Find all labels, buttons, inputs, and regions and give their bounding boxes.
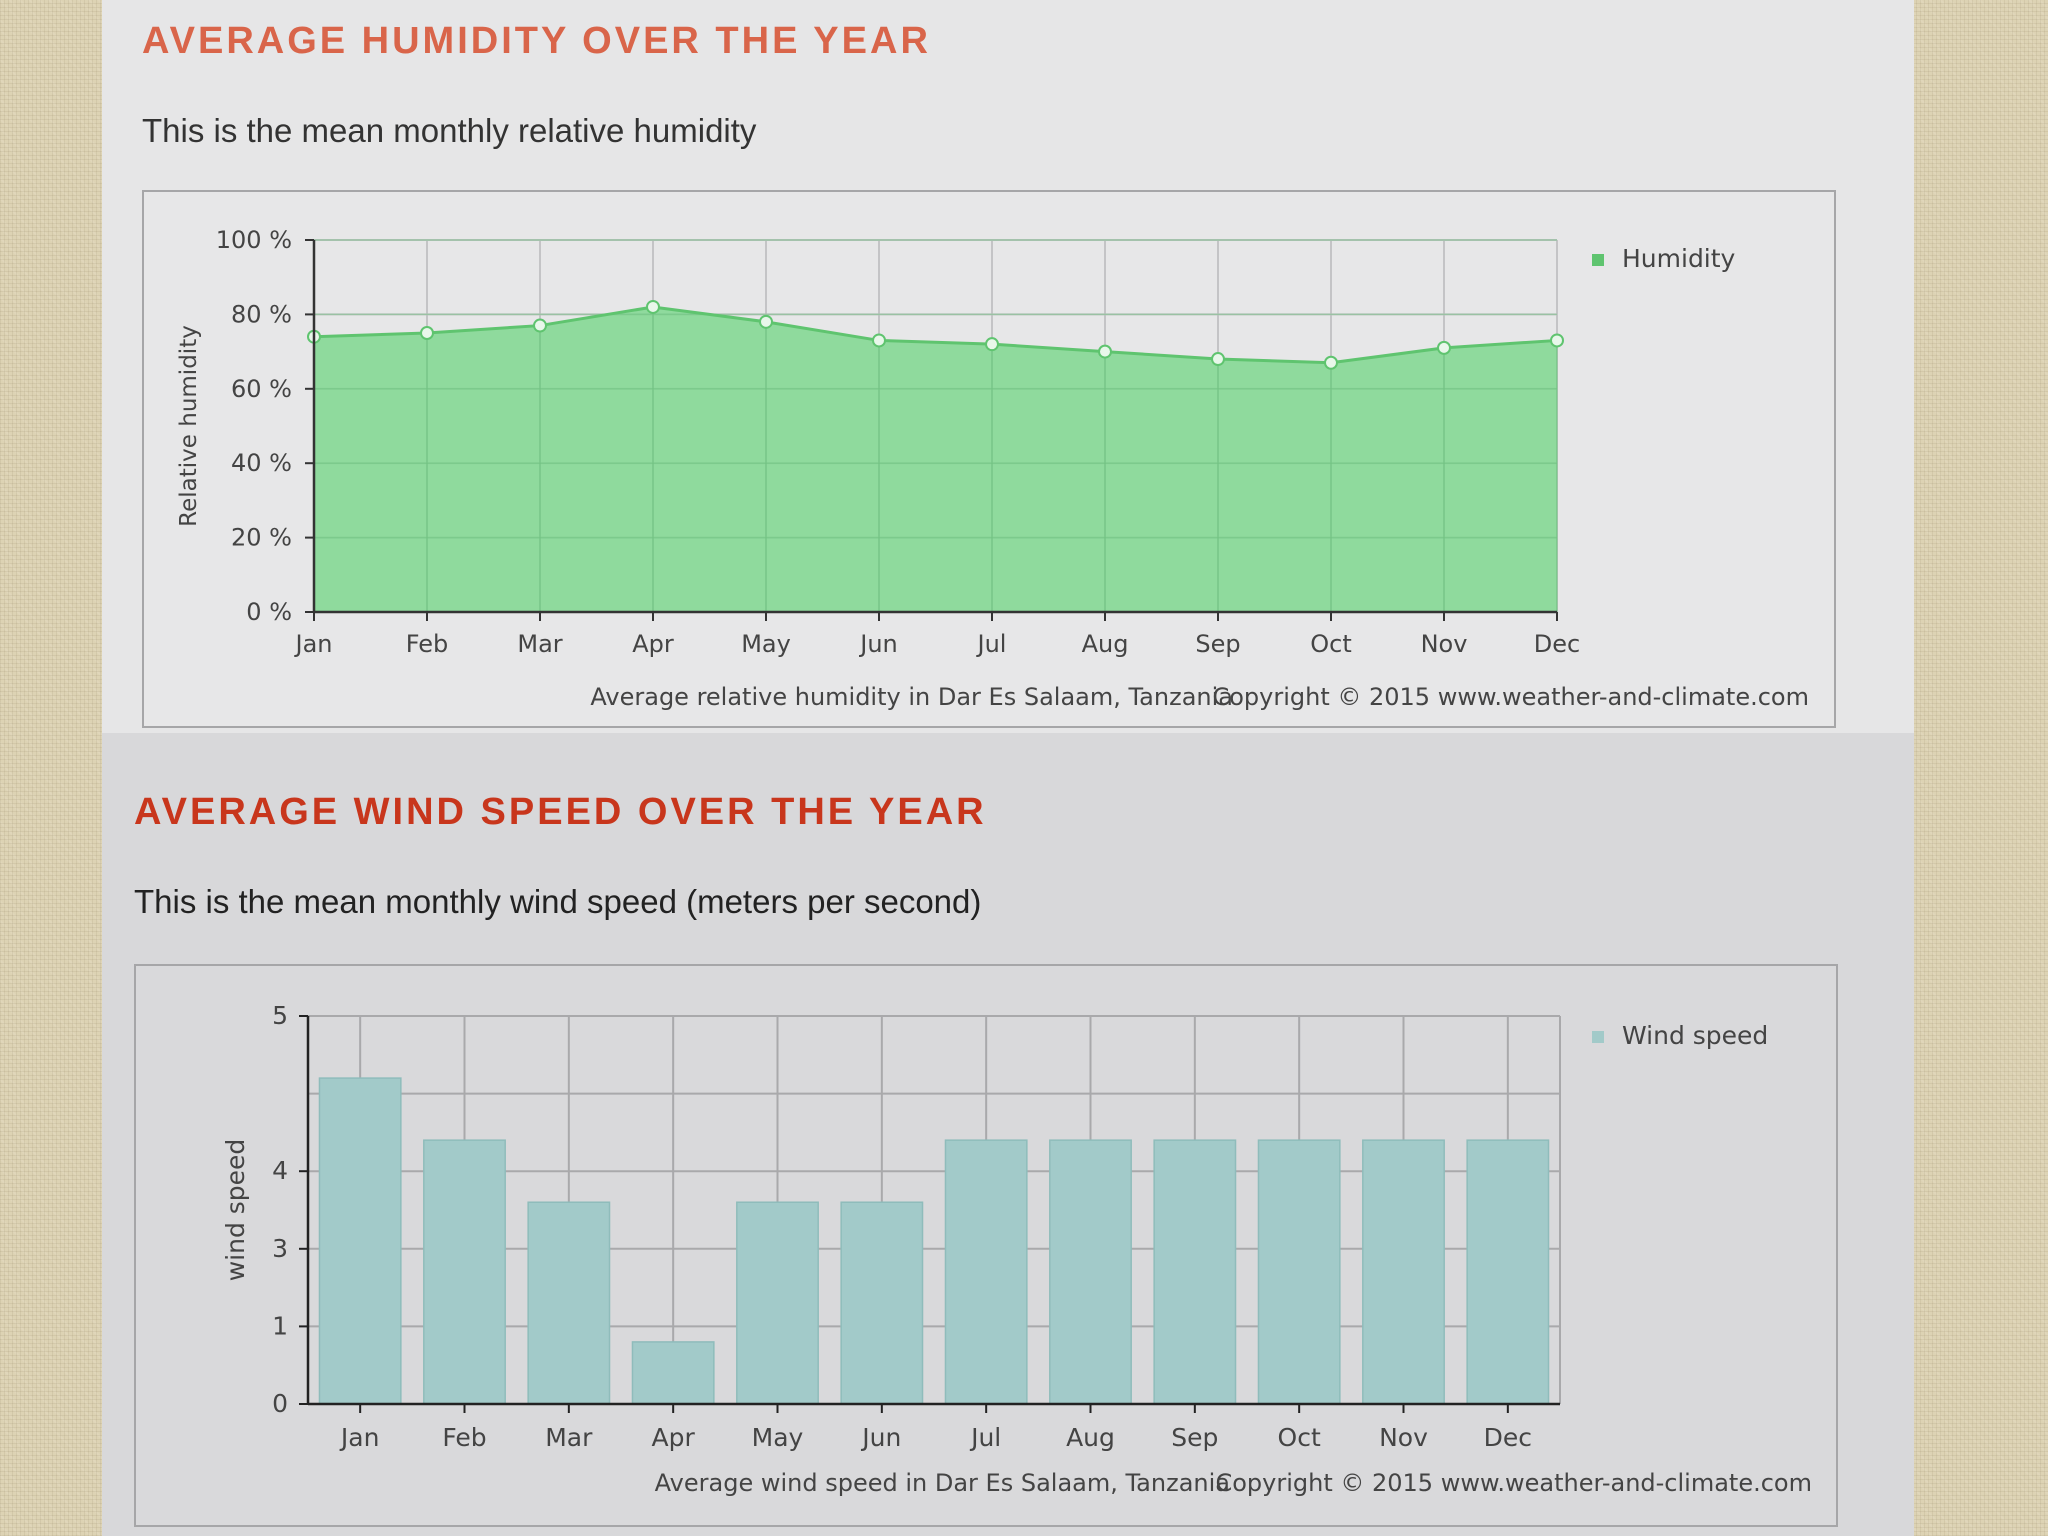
y-tick-label: 0 % [246,598,292,626]
chart-caption: Average wind speed in Dar Es Salaam, Tan… [655,1469,1230,1497]
humidity-section-subtitle: This is the mean monthly relative humidi… [142,112,757,149]
wind-bar [840,1201,924,1405]
x-tick-label: Jan [339,1423,380,1452]
x-tick-label: Dec [1534,630,1580,658]
x-tick-label: Jul [969,1423,1001,1452]
wind-bar [1049,1139,1132,1405]
y-axis-label: Relative humidity [176,325,202,527]
wind-bar [423,1139,506,1405]
wind-bar [318,1077,402,1405]
x-tick-label: Dec [1484,1423,1532,1452]
x-tick-label: Sep [1171,1423,1218,1452]
humidity-point [646,299,660,314]
x-tick-label: Aug [1066,1423,1115,1452]
humidity-point [872,333,886,348]
legend-label: Humidity [1622,244,1736,273]
wind-panel: AVERAGE WIND SPEED OVER THE YEAR This is… [102,733,1914,1536]
x-tick-label: Feb [406,630,449,658]
humidity-point [985,337,999,352]
wind-chart-svg: 0 1 3 4 5 Jan Feb Mar Apr May Jun Jul Aug Sep Oct Nov De… [221,1001,1812,1497]
wind-bar [631,1341,715,1405]
wind-section-title: AVERAGE WIND SPEED OVER THE YEAR [134,791,987,833]
x-tick-label: Oct [1310,630,1352,658]
humidity-point [420,326,434,340]
x-tick-label: Sep [1195,630,1240,658]
y-tick-label: 60 % [231,375,292,403]
legend-label: Wind speed [1622,1021,1768,1050]
y-tick-label: 100 % [216,226,292,254]
wind-bar [736,1201,819,1405]
y-tick-label: 80 % [231,300,292,328]
humidity-point [1324,355,1338,370]
x-tick-label: Feb [442,1423,486,1452]
humidity-point [1550,333,1564,348]
x-tick-label: Apr [632,630,674,658]
x-tick-label: Jan [294,630,333,658]
humidity-panel: AVERAGE HUMIDITY OVER THE YEAR This is t… [102,0,1914,733]
y-tick-label: 4 [272,1156,288,1185]
humidity-point [759,314,773,329]
humidity-chart: 0 % 20 % 40 % 60 % 80 % 100 % Jan Feb Mar Apr May J… [142,190,1836,728]
wind-bar [1257,1139,1341,1405]
x-tick-label: Apr [652,1423,696,1452]
y-axis-label: wind speed [221,1139,250,1282]
x-tick-label: Nov [1421,630,1468,658]
wind-bar [1362,1139,1445,1405]
wind-bar [527,1201,611,1405]
humidity-area [314,306,1557,612]
wind-bar [1466,1139,1550,1405]
wind-section-subtitle: This is the mean monthly wind speed (met… [134,883,982,920]
humidity-point [533,318,547,333]
y-tick-label: 20 % [231,524,292,552]
wind-bar [1153,1139,1237,1405]
chart-caption: Average relative humidity in Dar Es Sala… [590,683,1233,711]
humidity-point [1211,352,1225,367]
x-tick-label: Mar [545,1423,593,1452]
x-tick-label: Aug [1082,630,1129,658]
wind-chart: 0 1 3 4 5 Jan Feb Mar Apr May Jun Jul Aug Sep Oct Nov De… [134,964,1838,1527]
chart-copyright: Copyright © 2015 www.weather-and-climate… [1215,1469,1812,1497]
x-tick-label: Oct [1278,1423,1321,1452]
humidity-section-title: AVERAGE HUMIDITY OVER THE YEAR [142,20,931,62]
x-tick-label: Jul [976,630,1007,658]
x-tick-label: Nov [1379,1423,1428,1452]
y-tick-label: 5 [272,1001,288,1030]
legend-swatch [1592,254,1604,266]
chart-copyright: Copyright © 2015 www.weather-and-climate… [1212,683,1809,711]
y-tick-label: 3 [272,1234,288,1263]
y-tick-label: 1 [272,1311,288,1340]
x-tick-label: May [741,630,791,658]
x-tick-label: Jun [858,630,898,658]
legend-swatch [1592,1031,1604,1043]
y-tick-label: 40 % [231,449,292,477]
y-tick-label: 0 [272,1389,288,1418]
x-tick-label: Mar [517,630,562,658]
humidity-chart-svg: 0 % 20 % 40 % 60 % 80 % 100 % Jan Feb Mar Apr May J… [176,226,1809,711]
humidity-point [1098,344,1112,359]
x-tick-label: Jun [860,1423,901,1452]
humidity-line [313,305,1558,365]
humidity-point [1437,340,1451,355]
wind-bar [944,1139,1028,1405]
x-tick-label: May [752,1423,804,1452]
